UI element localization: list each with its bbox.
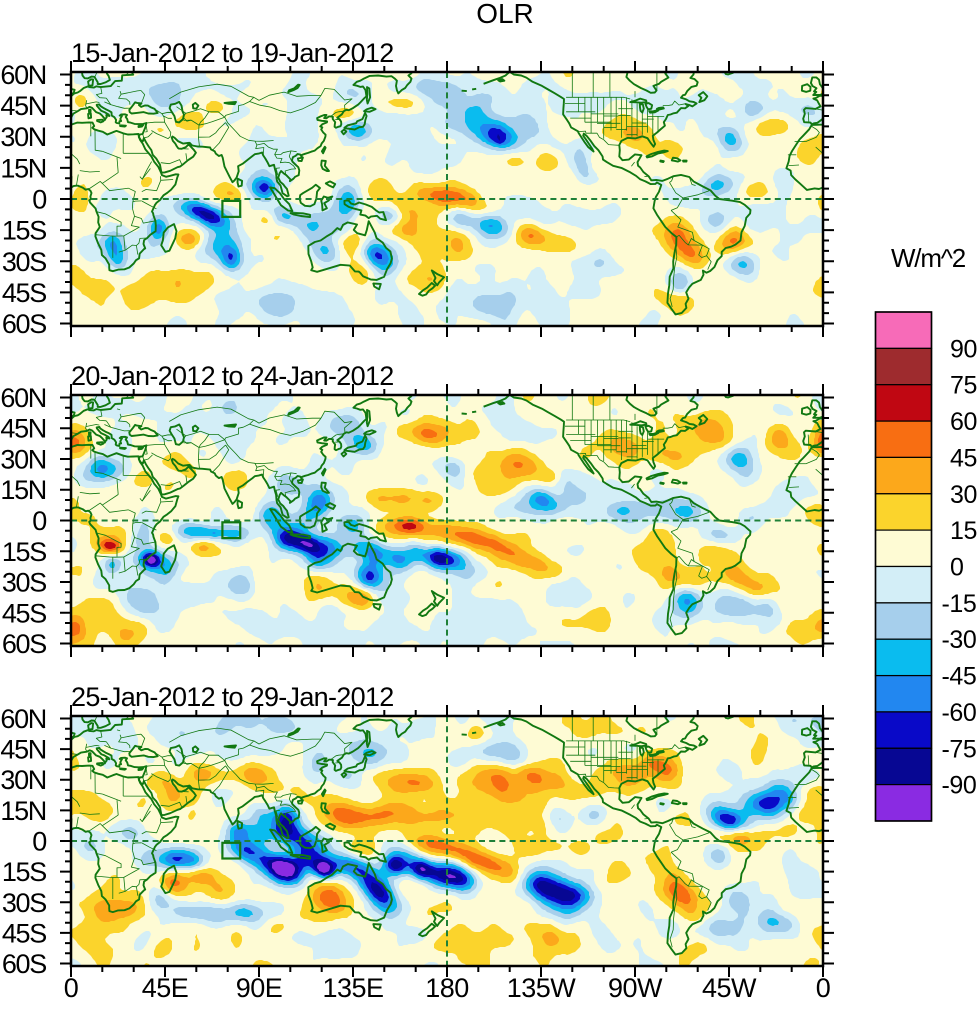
svg-text:135E: 135E [322, 973, 383, 1003]
svg-text:15N: 15N [0, 153, 46, 183]
svg-text:-75: -75 [942, 735, 977, 763]
svg-text:15S: 15S [2, 857, 46, 887]
svg-text:60N: 60N [0, 60, 46, 90]
svg-text:45N: 45N [0, 91, 46, 121]
svg-text:75: 75 [950, 372, 977, 400]
svg-text:15N: 15N [0, 475, 46, 505]
svg-text:30S: 30S [2, 568, 46, 598]
svg-text:60S: 60S [2, 309, 46, 339]
svg-text:45: 45 [950, 444, 977, 472]
svg-text:OLR: OLR [476, 0, 534, 29]
svg-text:45E: 45E [142, 973, 189, 1003]
svg-text:15S: 15S [2, 216, 46, 246]
svg-text:45N: 45N [0, 735, 46, 765]
svg-text:0: 0 [950, 554, 964, 582]
svg-text:30S: 30S [2, 247, 46, 277]
svg-text:-45: -45 [942, 663, 977, 691]
svg-text:90: 90 [950, 335, 977, 363]
svg-text:-15: -15 [942, 590, 977, 618]
svg-text:45S: 45S [2, 918, 46, 948]
svg-text:180: 180 [425, 973, 469, 1003]
svg-text:0: 0 [32, 827, 46, 857]
svg-text:45N: 45N [0, 414, 46, 444]
svg-text:45S: 45S [2, 598, 46, 628]
svg-text:30N: 30N [0, 765, 46, 795]
svg-text:60N: 60N [0, 383, 46, 413]
svg-text:0: 0 [32, 185, 46, 215]
svg-text:20-Jan-2012 to 24-Jan-2012: 20-Jan-2012 to 24-Jan-2012 [71, 361, 394, 391]
svg-text:135W: 135W [507, 973, 577, 1003]
svg-text:30S: 30S [2, 888, 46, 918]
svg-text:0: 0 [32, 506, 46, 536]
svg-text:60: 60 [950, 408, 977, 436]
svg-text:-60: -60 [942, 699, 977, 727]
svg-text:15: 15 [950, 517, 977, 545]
svg-text:30: 30 [950, 481, 977, 509]
svg-text:15N: 15N [0, 796, 46, 826]
svg-text:-30: -30 [942, 626, 977, 654]
svg-text:45W: 45W [702, 973, 757, 1003]
svg-text:60N: 60N [0, 704, 46, 734]
svg-text:30N: 30N [0, 122, 46, 152]
svg-text:-90: -90 [942, 772, 977, 800]
svg-text:30N: 30N [0, 445, 46, 475]
svg-text:25-Jan-2012 to 29-Jan-2012: 25-Jan-2012 to 29-Jan-2012 [71, 682, 394, 712]
svg-text:90W: 90W [608, 973, 663, 1003]
svg-text:45S: 45S [2, 278, 46, 308]
svg-text:90E: 90E [236, 973, 283, 1003]
svg-text:60S: 60S [2, 949, 46, 979]
svg-text:0: 0 [64, 973, 79, 1003]
svg-text:W/m^2: W/m^2 [891, 243, 966, 273]
svg-text:60S: 60S [2, 629, 46, 659]
svg-text:15-Jan-2012 to 19-Jan-2012: 15-Jan-2012 to 19-Jan-2012 [71, 38, 394, 68]
svg-text:0: 0 [816, 973, 831, 1003]
svg-text:15S: 15S [2, 537, 46, 567]
